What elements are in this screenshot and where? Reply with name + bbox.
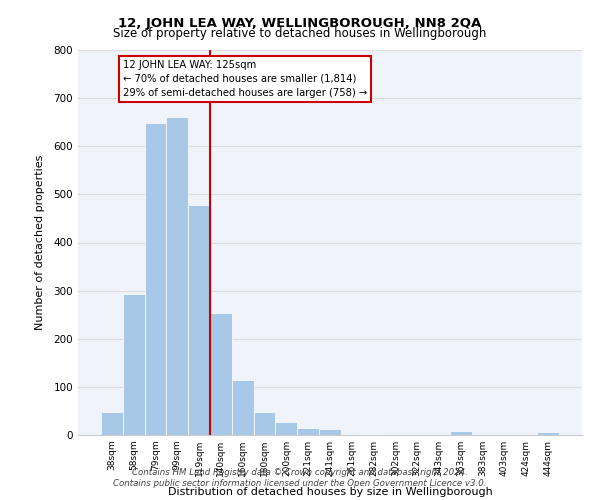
Bar (254, 412, 275, 435)
Text: 12, JOHN LEA WAY, WELLINGBOROUGH, NN8 2QA: 12, JOHN LEA WAY, WELLINGBOROUGH, NN8 2Q… (118, 18, 482, 30)
Text: 12 JOHN LEA WAY: 125sqm
← 70% of detached houses are smaller (1,814)
29% of semi: 12 JOHN LEA WAY: 125sqm ← 70% of detache… (123, 60, 367, 98)
Bar (232, 380, 254, 435)
Bar (537, 432, 559, 435)
Bar (319, 428, 341, 435)
Bar (450, 431, 472, 435)
Bar (145, 123, 166, 435)
Bar (210, 313, 232, 435)
Bar (275, 422, 297, 435)
Bar (188, 205, 210, 435)
Bar (166, 117, 188, 435)
Text: Size of property relative to detached houses in Wellingborough: Size of property relative to detached ho… (113, 28, 487, 40)
Bar (297, 428, 319, 435)
X-axis label: Distribution of detached houses by size in Wellingborough: Distribution of detached houses by size … (167, 488, 493, 498)
Bar (363, 434, 385, 435)
Bar (101, 412, 123, 435)
Bar (123, 294, 145, 435)
Y-axis label: Number of detached properties: Number of detached properties (35, 155, 45, 330)
Text: Contains HM Land Registry data © Crown copyright and database right 2024.
Contai: Contains HM Land Registry data © Crown c… (113, 468, 487, 487)
